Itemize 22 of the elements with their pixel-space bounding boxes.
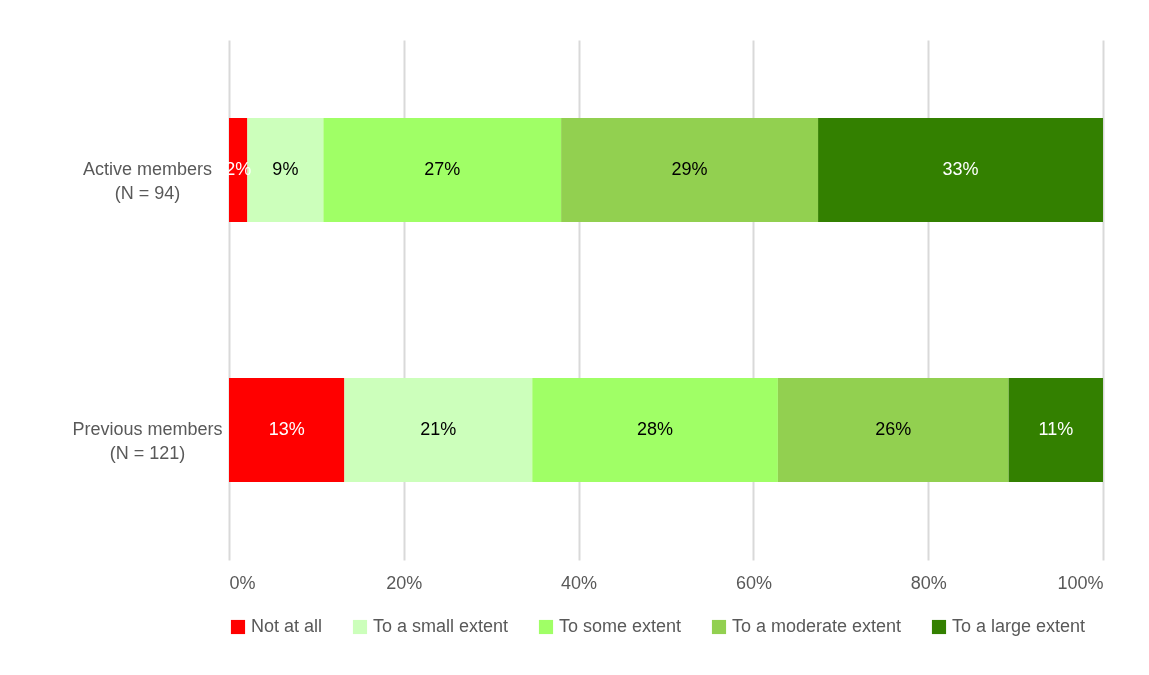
x-tick-label: 20% — [386, 572, 423, 593]
legend-label: To a moderate extent — [732, 616, 902, 636]
legend-label: To some extent — [559, 616, 682, 636]
x-tick-label: 0% — [229, 572, 256, 593]
legend-label: To a large extent — [952, 616, 1086, 636]
data-label: 11% — [1038, 419, 1074, 439]
y-tick-label: Previous members (N = 121) — [72, 419, 223, 463]
data-label: 28% — [637, 419, 674, 439]
x-tick-label: 100% — [1057, 572, 1104, 593]
legend-label: To a small extent — [373, 616, 509, 636]
x-tick-label: 60% — [735, 572, 772, 593]
x-tick-label: 80% — [910, 572, 947, 593]
data-label: 13% — [268, 419, 305, 439]
data-label: 21% — [420, 419, 457, 439]
x-tick-label: 40% — [561, 572, 598, 593]
y-tick-label: Active members (N = 94) — [82, 159, 213, 203]
data-label: 26% — [875, 419, 912, 439]
data-label: 29% — [671, 159, 708, 179]
data-label: 9% — [272, 159, 299, 179]
legend-label: Not at all — [251, 616, 323, 636]
data-label: 27% — [424, 159, 461, 179]
data-label: 33% — [942, 159, 979, 179]
